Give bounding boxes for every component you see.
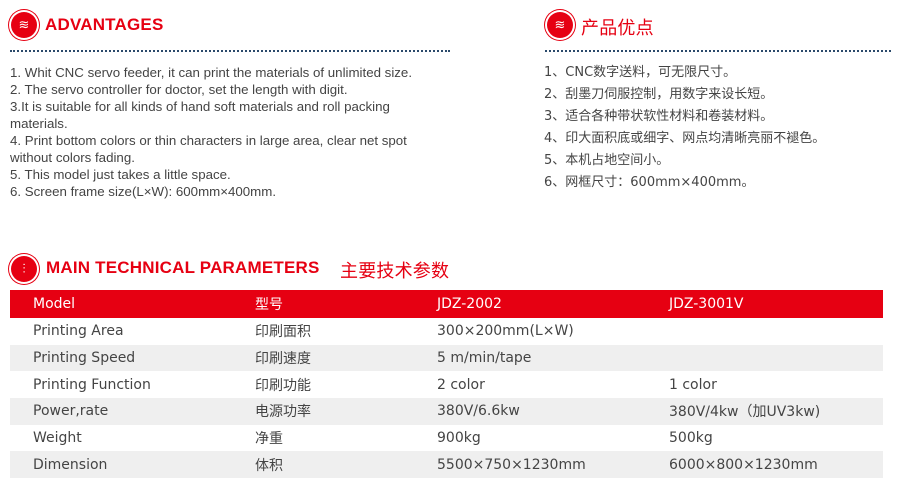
table-cell: 300×200mm(L×W) [437,323,574,340]
list-item: 3、适合各种带状软性材料和卷装材料。 [544,109,774,124]
table-cell: 1 color [669,376,717,393]
list-item: materials. [10,116,68,131]
layers-icon: ≋ [11,12,37,38]
table-cell: 5 m/min/tape [437,344,669,372]
header-cell: JDZ-2002 [437,290,669,318]
table-cell: 380V/4kw（加UV3kw) [669,398,883,425]
table-cell: 6000×800×1230mm [669,451,883,479]
advantages-list: 1. Whit CNC servo feeder, it can print t… [10,64,412,200]
list-item: 3.It is suitable for all kinds of hand s… [10,99,390,114]
table-row: Printing Speed 印刷速度 5 m/min/tape [10,344,883,372]
table-cell: 净重 [255,431,283,448]
table-cell: 体积 [255,451,437,479]
list-item: 6、网框尺寸：600mm×400mm。 [544,175,755,190]
table-cell [669,344,883,372]
advantages-cn-list: 1、CNC数字送料，可无限尺寸。 2、刮墨刀伺服控制，用数字来设长短。 3、适合… [544,62,825,194]
table-row: Dimension 体积 5500×750×1230mm 6000×800×1230m… [10,451,883,479]
header-cell: JDZ-3001V [669,290,883,318]
list-item: 1、CNC数字送料，可无限尺寸。 [544,65,737,80]
list-item: 5、本机占地空间小。 [544,153,670,168]
divider [10,50,450,52]
table-row: Printing Area 印刷面积 300×200mm(L×W) [10,318,883,345]
advantages-cn-title: 产品优点 [581,18,654,39]
table-row: Weight 净重 900kg 500kg [10,425,883,452]
table-cell: Dimension [10,451,255,479]
table-row: Printing Function 印刷功能 2 color 1 color [10,371,883,398]
sliders-icon: ⫶ [11,256,37,282]
list-item: 4. Print bottom colors or thin character… [10,133,407,148]
table-header: Model 型号 JDZ-2002 JDZ-3001V [10,290,883,318]
list-item: 1. Whit CNC servo feeder, it can print t… [10,65,413,80]
table-cell: Weight [33,430,82,447]
divider [545,50,891,52]
table-cell: 电源功率 [255,398,437,425]
table-cell: 印刷速度 [255,344,437,372]
table-cell: Printing Function [33,376,151,393]
layers-icon: ≋ [547,12,573,38]
table-cell: 2 color [437,376,485,393]
parameters-table: Model 型号 JDZ-2002 JDZ-3001V Printing Are… [10,290,883,479]
list-item: 6. Screen frame size(L×W): 600mm×400mm. [10,184,277,199]
list-item: 4、印大面积底或细字、网点均清晰亮丽不褪色。 [544,131,826,146]
params-title: MAIN TECHNICAL PARAMETERS [46,258,320,277]
advantages-title: ADVANTAGES [45,15,164,34]
table-cell: 380V/6.6kw [437,398,669,425]
table-cell: Power,rate [10,398,255,425]
table-cell: 印刷面积 [255,324,311,341]
list-item: 5. This model just takes a little space. [10,167,231,182]
table-cell: 500kg [669,430,713,447]
list-item: 2、刮墨刀伺服控制，用数字来设长短。 [544,87,774,102]
header-cell: 型号 [255,290,437,318]
table-cell: Printing Area [33,323,124,340]
table-cell: 印刷功能 [255,377,311,394]
list-item: 2. The servo controller for doctor, set … [10,82,348,97]
table-cell: 5500×750×1230mm [437,451,669,479]
table-cell: Printing Speed [10,344,255,372]
table-row: Power,rate 电源功率 380V/6.6kw 380V/4kw（加UV3kw) [10,398,883,425]
header-cell: Model [10,290,255,318]
params-cn-title: 主要技术参数 [340,261,450,282]
table-cell: 900kg [437,430,481,447]
table-cell [669,318,883,345]
list-item: without colors fading. [10,150,135,165]
